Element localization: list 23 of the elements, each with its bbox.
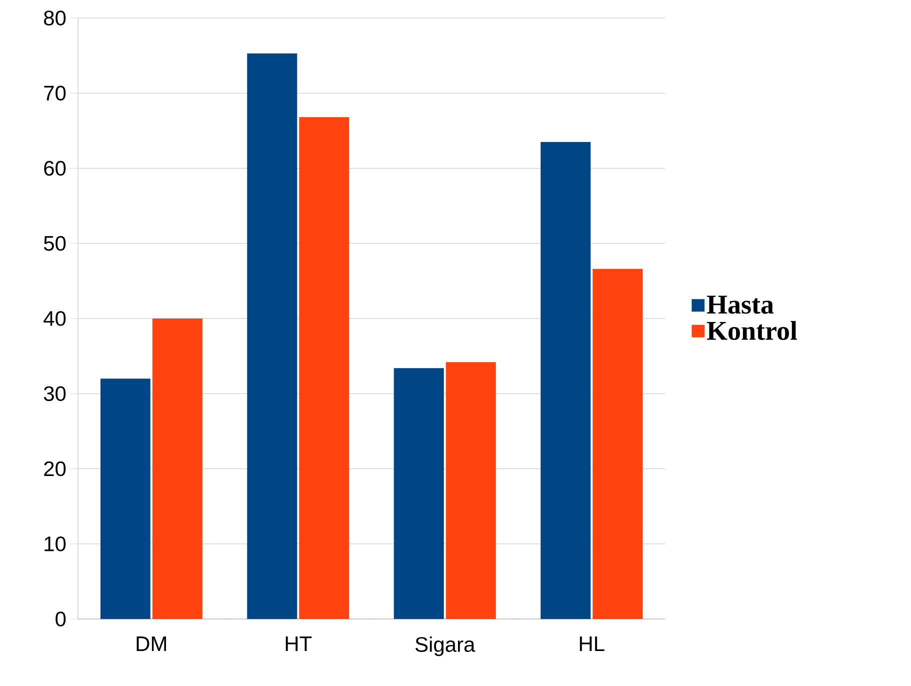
y-tick-label: 40 [44, 311, 66, 326]
y-tick-label: 80 [44, 10, 66, 26]
legend-label: Kontrol [706, 320, 798, 340]
bar [247, 53, 298, 619]
y-tick-label: 60 [44, 160, 66, 176]
y-tick-label: 30 [44, 386, 66, 402]
x-tick-label: HL [580, 636, 604, 651]
x-tick-label: DM [136, 636, 166, 651]
x-tick-label: HT [286, 636, 312, 651]
bar [592, 268, 643, 619]
y-tick-label: 70 [44, 86, 66, 101]
bar [152, 318, 202, 619]
bar [446, 362, 496, 619]
y-tick-label: 10 [44, 536, 66, 552]
y-tick-label: 20 [44, 461, 66, 476]
bar [394, 368, 444, 619]
x-tick-label: Sigara [415, 636, 476, 656]
bar [299, 117, 350, 619]
y-tick-label: 50 [44, 236, 66, 251]
bar [540, 142, 591, 619]
bar [100, 378, 150, 619]
legend-label: Hasta [706, 296, 774, 314]
y-tick-label: 0 [56, 612, 66, 626]
